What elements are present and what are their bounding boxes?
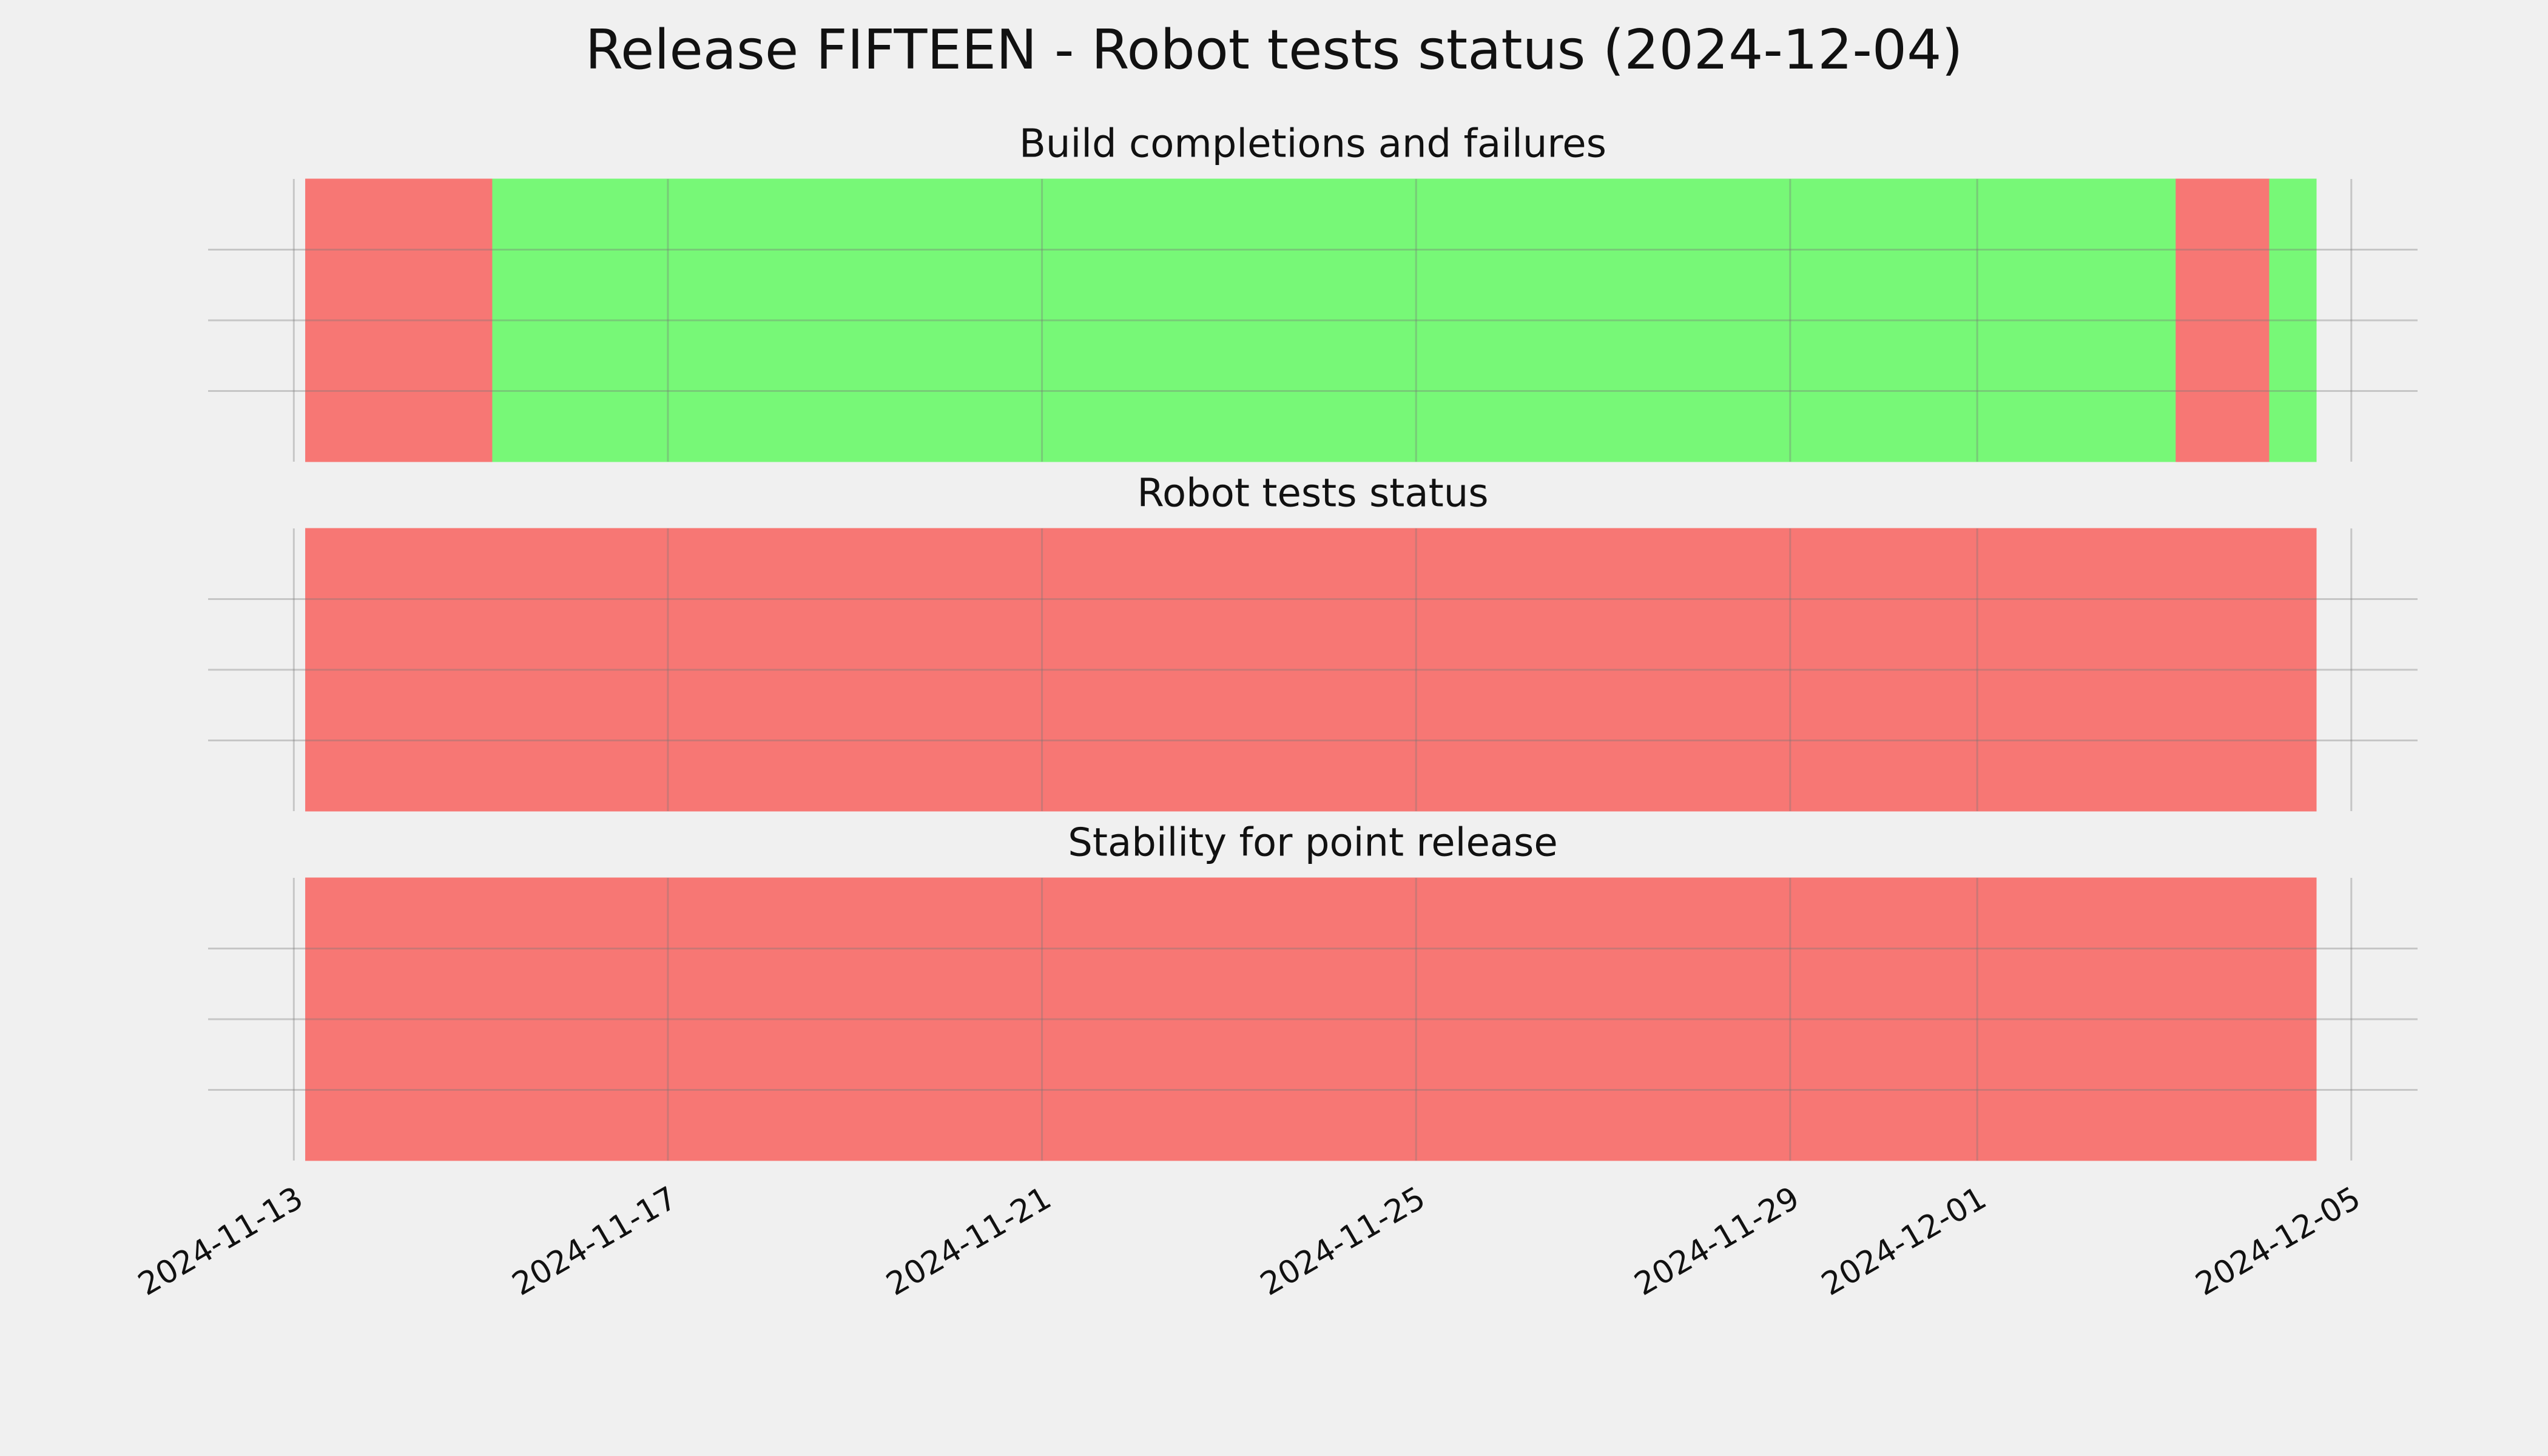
status-span: [2269, 178, 2317, 462]
x-tick-label: 2024-11-25: [1255, 1180, 1432, 1303]
x-tick-label: 2024-11-21: [880, 1180, 1057, 1303]
status-span: [305, 178, 493, 462]
status-span: [305, 528, 2317, 812]
status-span: [305, 877, 2317, 1161]
panel-title: Robot tests status: [1137, 471, 1488, 516]
x-tick-label: 2024-12-05: [2189, 1180, 2367, 1303]
x-tick-label: 2024-11-17: [507, 1180, 684, 1303]
status-span: [492, 178, 2177, 462]
figure-title: Release FIFTEEN - Robot tests status (20…: [585, 18, 1963, 82]
x-tick-label: 2024-12-01: [1816, 1180, 1993, 1303]
x-tick-label: 2024-11-29: [1628, 1180, 1805, 1303]
status-span: [2176, 178, 2270, 462]
x-tick-label: 2024-11-13: [132, 1180, 309, 1303]
panel-title: Stability for point release: [1068, 821, 1558, 866]
panel-title: Build completions and failures: [1019, 122, 1606, 167]
